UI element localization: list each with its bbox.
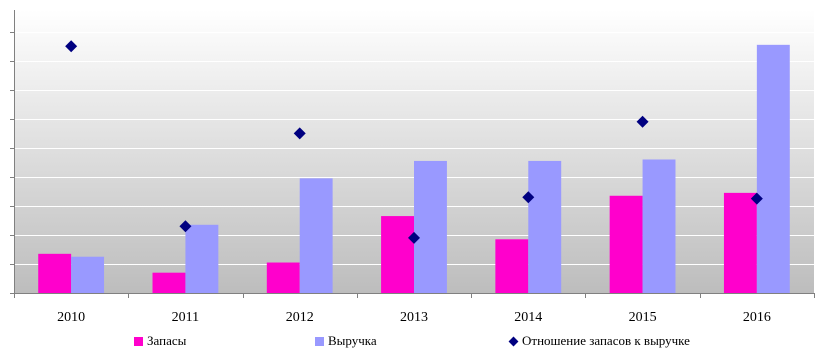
legend-swatch-revenue <box>315 336 324 346</box>
legend: Запасы Выручка Отношение запасов к выруч… <box>0 333 829 351</box>
x-tick-label-2014: 2014 <box>514 310 542 325</box>
ratio-marker-2016 <box>750 192 763 205</box>
bar-revenue-2012 <box>299 178 333 293</box>
legend-item-stock: Запасы <box>134 333 186 349</box>
legend-label-revenue: Выручка <box>328 333 377 348</box>
bar-stock-2011 <box>152 272 186 293</box>
bar-revenue-2013 <box>414 160 447 293</box>
bar-stock-2010 <box>38 253 72 293</box>
bar-revenue-2011 <box>185 224 219 293</box>
x-tick-label-2016: 2016 <box>743 310 771 325</box>
bar-stock-2014 <box>495 239 529 293</box>
x-tick-labels: 2010 2011 2012 2013 2014 2015 2016 <box>57 310 771 325</box>
ratio-marker-2013 <box>408 231 420 244</box>
ratio-marker-2014 <box>522 191 535 204</box>
bars <box>38 44 790 294</box>
legend-diamond-icon <box>508 336 519 346</box>
x-tick-label-2013: 2013 <box>400 310 428 325</box>
ratio-marker-2011 <box>179 220 192 233</box>
legend-item-revenue: Выручка <box>315 333 377 349</box>
bar-stock-2016 <box>723 192 757 293</box>
legend-label-stock: Запасы <box>147 333 187 348</box>
bar-revenue-2010 <box>71 256 105 293</box>
bar-stock-2015 <box>609 195 643 293</box>
x-tick-label-2012: 2012 <box>286 310 314 325</box>
bar-stock-2012 <box>266 262 300 293</box>
ratio-marker-2012 <box>293 127 306 140</box>
legend-swatch-stock <box>134 336 143 346</box>
legend-label-ratio: Отношение запасов к выручке <box>522 333 690 348</box>
axes <box>10 10 815 298</box>
x-tick-label-2010: 2010 <box>57 310 85 325</box>
x-tick-label-2015: 2015 <box>629 310 657 325</box>
bar-revenue-2015 <box>642 159 676 293</box>
bar-revenue-2014 <box>528 160 562 293</box>
x-tick-label-2011: 2011 <box>172 310 199 325</box>
ratio-marker-2015 <box>636 115 649 128</box>
ratio-markers <box>65 40 763 244</box>
bar-revenue-2016 <box>756 44 790 294</box>
bar-stock-2013 <box>381 216 414 293</box>
ratio-marker-2010 <box>65 40 78 53</box>
legend-item-ratio: Отношение запасов к выручке <box>508 333 690 349</box>
